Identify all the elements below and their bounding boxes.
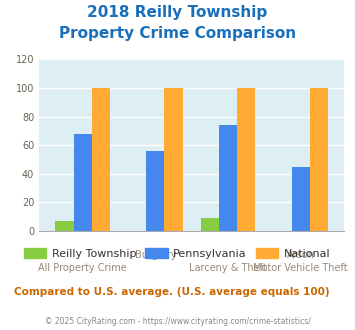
Bar: [55, 221, 73, 231]
Bar: [73, 134, 92, 231]
Bar: [146, 151, 164, 231]
Text: Motor Vehicle Theft: Motor Vehicle Theft: [253, 263, 348, 273]
Bar: [92, 88, 110, 231]
Text: Larceny & Theft: Larceny & Theft: [189, 263, 267, 273]
Bar: [201, 218, 219, 231]
Text: Arson: Arson: [287, 250, 315, 260]
Bar: [292, 167, 310, 231]
Bar: [164, 88, 182, 231]
Bar: [219, 125, 237, 231]
Text: Compared to U.S. average. (U.S. average equals 100): Compared to U.S. average. (U.S. average …: [14, 287, 330, 297]
Text: Burglary: Burglary: [135, 250, 176, 260]
Text: All Property Crime: All Property Crime: [38, 263, 127, 273]
Legend: Reilly Township, Pennsylvania, National: Reilly Township, Pennsylvania, National: [20, 244, 334, 263]
Bar: [237, 88, 255, 231]
Text: © 2025 CityRating.com - https://www.cityrating.com/crime-statistics/: © 2025 CityRating.com - https://www.city…: [45, 317, 310, 326]
Text: 2018 Reilly Township: 2018 Reilly Township: [87, 5, 268, 20]
Text: Property Crime Comparison: Property Crime Comparison: [59, 26, 296, 41]
Bar: [310, 88, 328, 231]
